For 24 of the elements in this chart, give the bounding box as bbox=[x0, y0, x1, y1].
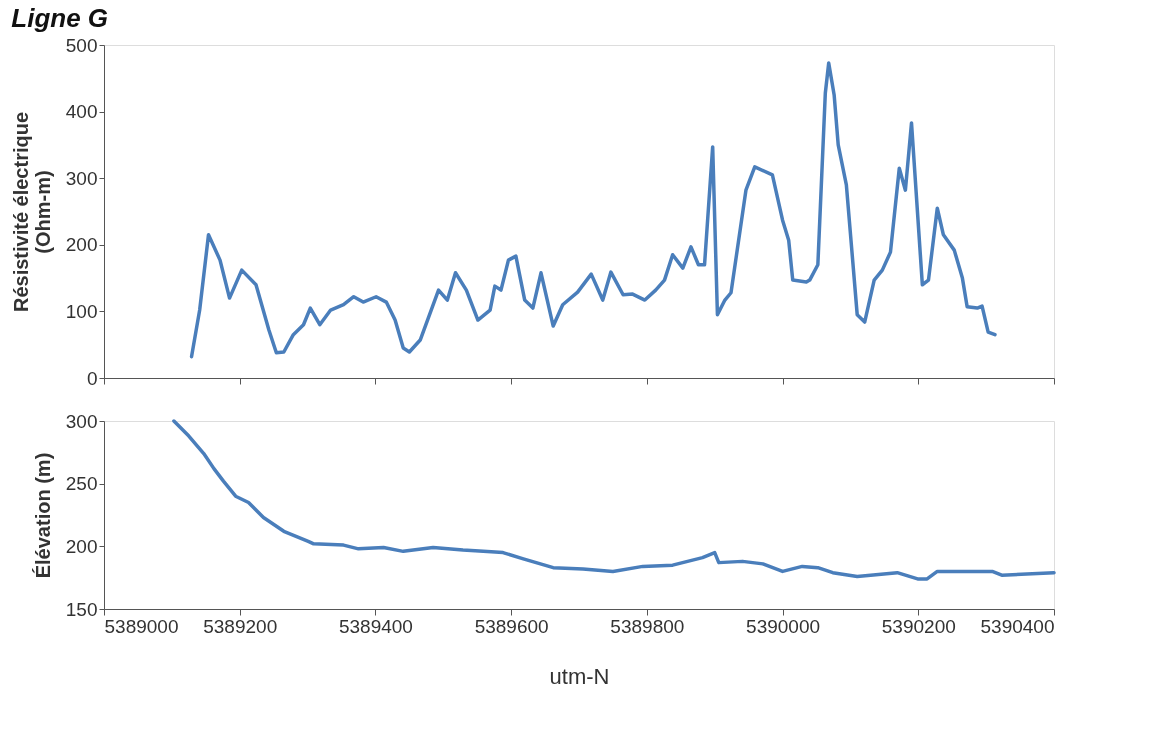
line-series bbox=[172, 419, 1056, 581]
y-tick-label: 100 bbox=[65, 300, 98, 322]
y-tick-label: 250 bbox=[65, 473, 98, 495]
x-tick-label: 5390400 bbox=[980, 615, 1055, 637]
x-tick-label: 5389000 bbox=[104, 615, 179, 637]
x-axis-title: utm-N bbox=[549, 663, 610, 689]
x-tick-label: 5389800 bbox=[610, 615, 685, 637]
y-tick-label: 200 bbox=[65, 234, 98, 256]
chart-title: Ligne G bbox=[11, 3, 109, 33]
x-tick-label: 5389600 bbox=[474, 615, 549, 637]
line-series bbox=[189, 61, 997, 359]
y-tick-label: 0 bbox=[86, 367, 98, 389]
y-tick-label: 500 bbox=[65, 34, 98, 56]
x-tick-label: 5389200 bbox=[203, 615, 278, 637]
y-axis-title: Résistivité électrique (Ohm-m) bbox=[9, 111, 54, 313]
x-tick-label: 5389400 bbox=[338, 615, 413, 637]
y-axis-title: Élévation (m) bbox=[31, 452, 54, 579]
y-tick-label: 200 bbox=[65, 535, 98, 557]
x-tick-label: 5390000 bbox=[746, 615, 821, 637]
y-tick-label: 300 bbox=[65, 410, 98, 432]
y-tick-label: 400 bbox=[65, 101, 98, 123]
y-tick-label: 150 bbox=[65, 598, 98, 620]
y-tick-label: 300 bbox=[65, 167, 98, 189]
x-tick-label: 5390200 bbox=[881, 615, 956, 637]
